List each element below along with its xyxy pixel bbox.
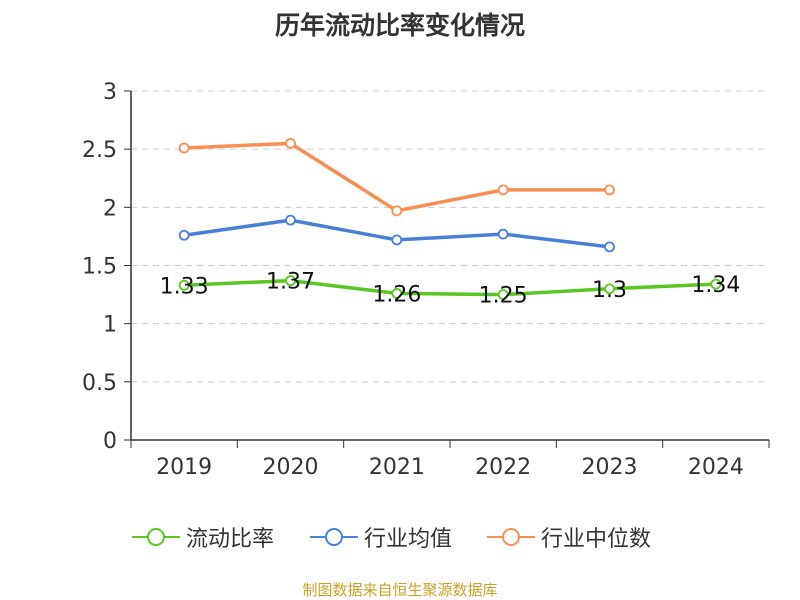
x-tick-label: 2021 — [369, 455, 425, 480]
source-note: 制图数据来自恒生聚源数据库 — [302, 581, 498, 599]
series-lines — [178, 137, 722, 300]
legend-label: 行业中位数 — [541, 527, 652, 552]
data-label: 1.34 — [691, 273, 740, 298]
x-tick-label: 2019 — [156, 455, 212, 480]
legend-line-icon — [487, 528, 535, 546]
data-point-current-ratio — [497, 289, 509, 300]
data-label: 1.37 — [266, 270, 315, 295]
data-point-current-ratio — [391, 288, 403, 299]
legend-item-current-ratio[interactable]: 流动比率 — [132, 520, 274, 554]
data-point-current-ratio — [604, 283, 615, 295]
data-point-current-ratio — [710, 278, 722, 290]
x-tick-label: 2022 — [475, 455, 531, 480]
x-tick-label: 2023 — [582, 455, 638, 480]
chart-title: 历年流动比率变化情况 — [274, 11, 525, 40]
data-labels: 1.33 1.37 1.26 1.25 1.3 1.34 — [160, 270, 741, 309]
y-tick-label: 1 — [103, 313, 117, 338]
data-point-industry-median — [391, 205, 403, 217]
data-label: 1.33 — [160, 274, 209, 299]
y-tick-label: 1.5 — [82, 255, 117, 280]
y-tick-label: 2 — [103, 196, 117, 221]
data-label: 1.3 — [592, 278, 627, 303]
legend-line-icon — [132, 528, 180, 546]
legend-item-industry-avg[interactable]: 行业均值 — [310, 520, 452, 554]
series-line-current-ratio — [184, 278, 716, 297]
x-tick-label: 2024 — [688, 455, 744, 480]
y-tick-label: 3 — [103, 80, 117, 105]
legend-label: 流动比率 — [186, 527, 275, 552]
x-tick-label: 2020 — [263, 455, 319, 480]
data-point-current-ratio — [285, 275, 296, 287]
data-point-industry-median — [497, 184, 509, 196]
legend-item-industry-median[interactable]: 行业中位数 — [487, 520, 651, 554]
y-tick-label: 0 — [103, 429, 117, 454]
data-label: 1.25 — [479, 284, 528, 309]
axes: 0 0.5 1 1.5 2 2.5 3 2019 2020 2021 2022 2023 2024 — [82, 80, 770, 480]
data-point-industry-median — [285, 137, 296, 149]
gridlines — [131, 90, 769, 383]
data-point-industry-avg — [391, 234, 403, 246]
data-point-current-ratio — [178, 279, 190, 291]
legend-line-icon — [310, 528, 358, 546]
data-point-industry-avg — [497, 228, 509, 240]
legend-label: 行业均值 — [364, 527, 453, 552]
data-point-industry-avg — [604, 241, 615, 253]
series-line-industry-median — [184, 141, 610, 213]
data-label: 1.26 — [372, 282, 421, 307]
data-point-industry-avg — [178, 229, 190, 241]
data-point-industry-median — [604, 184, 615, 196]
data-point-industry-avg — [285, 214, 296, 226]
data-point-industry-median — [178, 142, 190, 154]
y-tick-label: 2.5 — [82, 138, 117, 163]
legend: 流动比率 行业均值 行业中位数 — [0, 520, 800, 554]
y-tick-label: 0.5 — [82, 371, 117, 396]
